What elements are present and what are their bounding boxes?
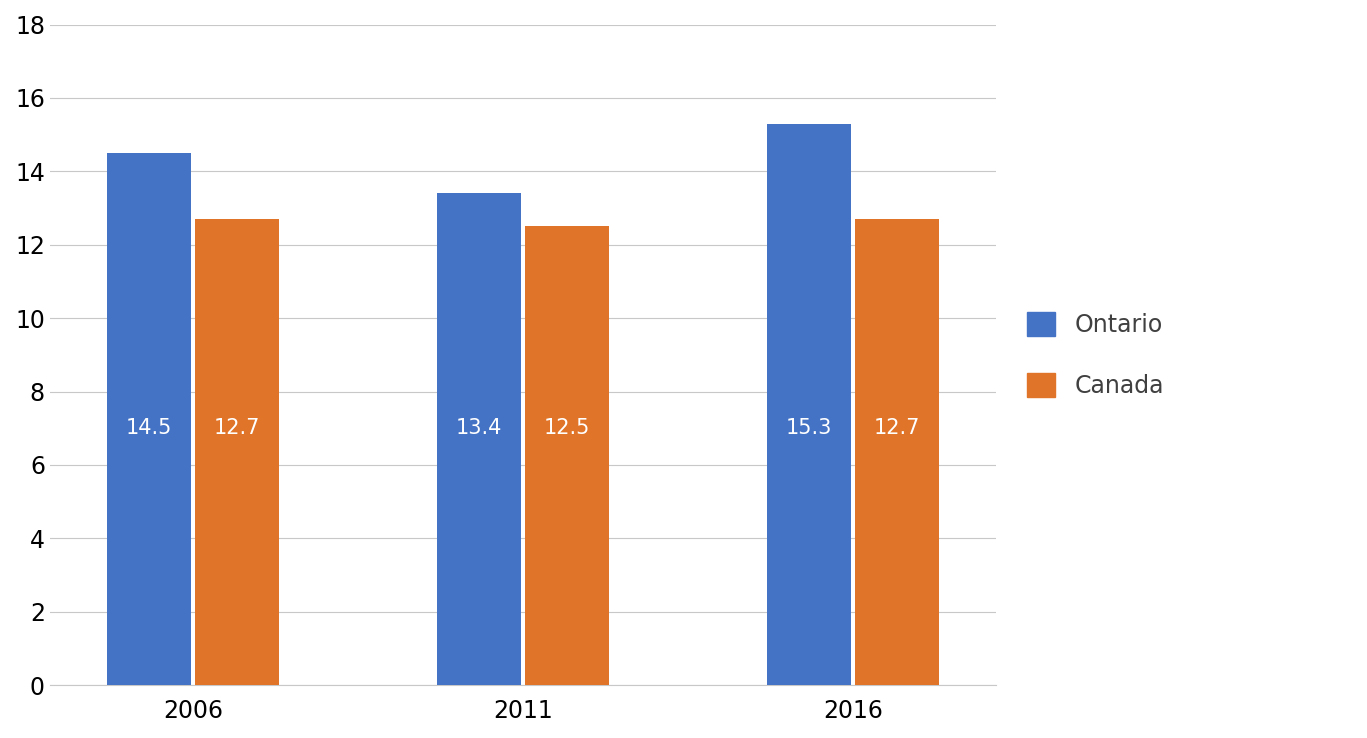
- Bar: [195, 219, 279, 685]
- Text: 13.4: 13.4: [455, 418, 502, 438]
- Bar: [767, 123, 852, 685]
- Bar: [107, 153, 191, 685]
- Text: 15.3: 15.3: [786, 418, 833, 438]
- Text: 12.7: 12.7: [213, 418, 260, 438]
- Text: 14.5: 14.5: [126, 418, 172, 438]
- Text: 12.7: 12.7: [874, 418, 920, 438]
- Bar: [856, 219, 939, 685]
- Text: 12.5: 12.5: [544, 418, 591, 438]
- Bar: [525, 227, 608, 685]
- Bar: [437, 193, 521, 685]
- Legend: Ontario, Canada: Ontario, Canada: [1017, 303, 1173, 407]
